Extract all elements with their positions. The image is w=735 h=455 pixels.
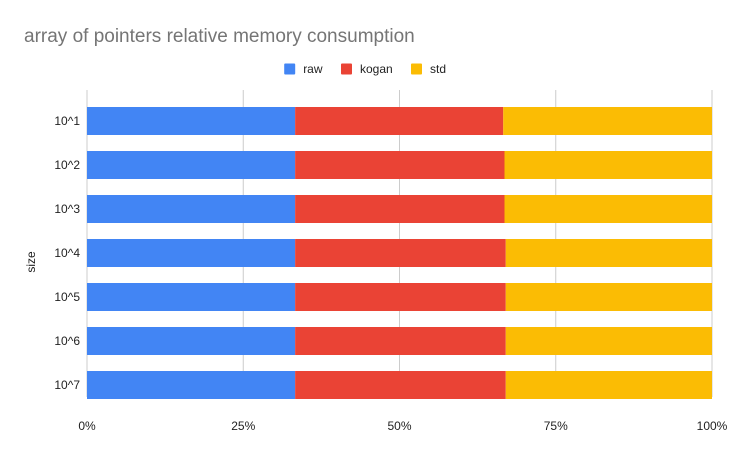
legend-swatch [341,63,352,75]
bar-kogan [295,151,505,179]
bar-std [505,371,712,399]
bar-kogan [295,283,506,311]
bar-kogan [295,239,506,267]
y-axis-title: size [24,251,38,273]
x-tick-label: 100% [697,419,728,433]
bar-std [504,151,712,179]
y-tick-label: 10^7 [54,378,80,392]
x-tick-label: 25% [231,419,255,433]
y-tick-label: 10^2 [54,158,80,172]
bar-std [505,239,712,267]
bar-std [504,195,712,223]
y-tick-label: 10^3 [54,202,80,216]
bar-kogan [295,371,506,399]
bar-std [505,327,712,355]
bar-raw [87,239,296,267]
legend-item-kogan: kogan [341,62,393,76]
bar-raw [87,151,296,179]
legend-swatch [284,63,296,75]
bar-std [503,107,712,135]
y-tick-label: 10^1 [54,114,80,128]
legend-swatch [411,63,422,75]
x-tick-label: 0% [78,419,96,433]
bar-std [505,283,712,311]
bar-kogan [295,107,504,135]
bar-kogan [295,327,506,355]
bar-raw [87,195,296,223]
legend-label: std [430,62,446,76]
legend-label: raw [303,62,323,76]
x-tick-label: 75% [544,419,568,433]
y-tick-label: 10^4 [54,246,80,260]
bar-raw [87,107,296,135]
bar-raw [87,371,296,399]
legend-item-raw: raw [284,62,323,76]
y-tick-labels: 10^1 10^2 10^3 10^4 10^5 10^6 10^7 [54,114,80,392]
bars [87,107,712,399]
legend-label: kogan [360,62,393,76]
bar-raw [87,283,296,311]
x-tick-label: 50% [387,419,411,433]
bar-raw [87,327,296,355]
legend: raw kogan std [284,62,446,76]
x-tick-labels: 0% 25% 50% 75% 100% [78,419,727,433]
legend-item-std: std [411,62,446,76]
chart-title: array of pointers relative memory consum… [24,26,415,47]
y-tick-label: 10^5 [54,290,80,304]
bar-kogan [295,195,505,223]
y-tick-label: 10^6 [54,334,80,348]
